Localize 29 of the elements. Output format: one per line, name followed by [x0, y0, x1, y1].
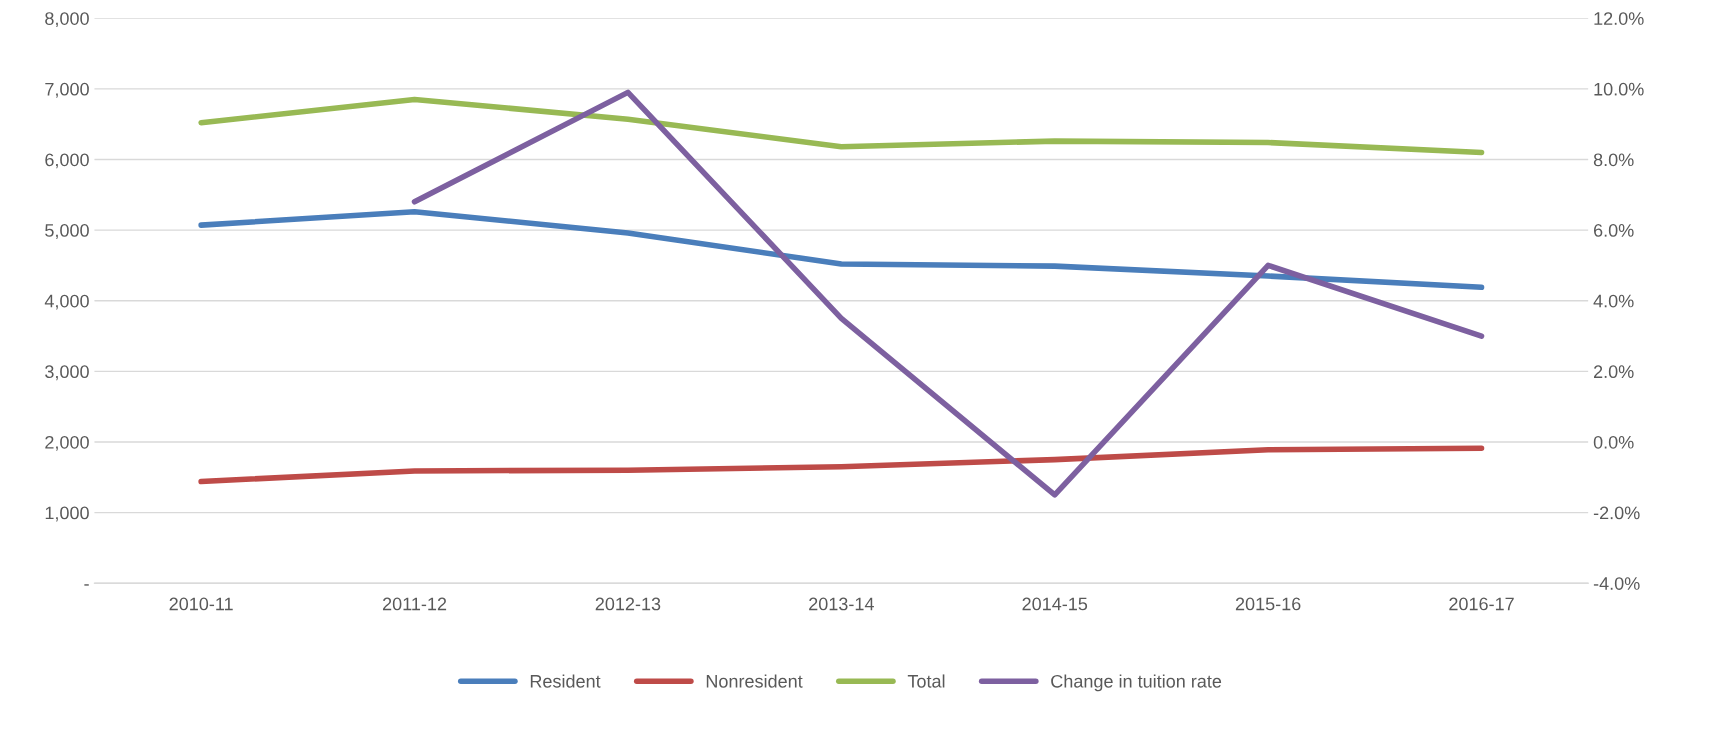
legend-label: Change in tuition rate	[1051, 674, 1222, 692]
y-tick-label: 8,000	[45, 12, 89, 28]
y2-tick-label: 0.0%	[1593, 435, 1634, 449]
y2-tick-label: 2.0%	[1593, 365, 1634, 379]
y-tick-label: 7,000	[45, 82, 89, 98]
y-tick-label: -	[84, 584, 89, 586]
y2-tick-label: 10.0%	[1594, 82, 1644, 96]
legend-label: Total	[907, 674, 945, 688]
y2-tick-label: -2.0%	[1593, 506, 1640, 520]
y-tick-label: 3,000	[45, 365, 89, 381]
y-tick-label: 5,000	[45, 224, 89, 239]
x-tick-label: 2012-13	[595, 597, 661, 611]
y2-tick-label: 12.0%	[1594, 12, 1644, 25]
x-tick-label: 2011-12	[382, 597, 447, 611]
y-tick-label: 1,000	[45, 506, 89, 522]
x-tick-label: 2016-17	[1449, 597, 1514, 611]
x-tick-label: 2013-14	[809, 597, 874, 611]
x-tick-label: 2014-15	[1022, 597, 1088, 611]
x-tick-label: 2015-16	[1235, 597, 1301, 611]
x-tick-label: 2010-11	[169, 597, 233, 611]
y2-tick-label: -4.0%	[1593, 577, 1640, 590]
legend-label: Resident	[530, 674, 601, 688]
legend-label: Nonresident	[706, 674, 803, 688]
y-tick-label: 2,000	[45, 435, 89, 451]
y-tick-label: 4,000	[44, 294, 89, 310]
y2-tick-label: 8.0%	[1593, 153, 1634, 167]
y2-tick-label: 4.0%	[1593, 294, 1634, 308]
y2-tick-label: 6.0%	[1594, 224, 1634, 237]
y-tick-label: 6,000	[45, 153, 89, 169]
